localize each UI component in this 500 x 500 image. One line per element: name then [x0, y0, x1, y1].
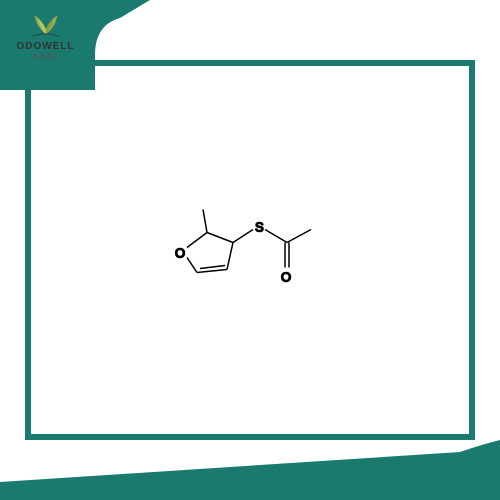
atom-label-oxygen-ring: O — [175, 246, 185, 261]
brand-subtext: 奥都漫尔 — [32, 52, 58, 61]
atom-label-oxygen-carbonyl: O — [281, 270, 291, 285]
chemical-structure-diagram: O S O — [165, 188, 335, 313]
atom-label-sulfur: S — [255, 220, 264, 235]
leaf-icon — [27, 8, 65, 40]
brand-name: ODOWELL — [16, 41, 74, 52]
brand-logo: ODOWELL 奥都漫尔 — [8, 8, 83, 61]
